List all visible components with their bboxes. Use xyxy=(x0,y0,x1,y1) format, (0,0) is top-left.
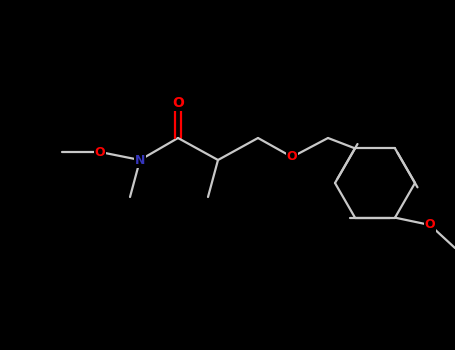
Text: O: O xyxy=(95,146,105,159)
Text: O: O xyxy=(287,150,297,163)
Text: N: N xyxy=(135,154,145,167)
Text: O: O xyxy=(425,218,435,231)
Text: O: O xyxy=(172,96,184,110)
